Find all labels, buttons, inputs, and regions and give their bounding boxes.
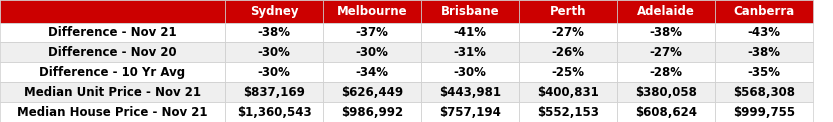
Text: -38%: -38% bbox=[257, 26, 291, 39]
Bar bbox=[715, 23, 813, 42]
Text: -26%: -26% bbox=[551, 46, 585, 59]
Bar bbox=[715, 42, 813, 62]
Text: -41%: -41% bbox=[453, 26, 486, 39]
Bar bbox=[421, 62, 519, 82]
Text: Difference - 10 Yr Avg: Difference - 10 Yr Avg bbox=[39, 66, 186, 79]
Bar bbox=[519, 23, 617, 42]
Text: Brisbane: Brisbane bbox=[441, 5, 499, 18]
Bar bbox=[421, 102, 519, 122]
Bar bbox=[225, 0, 323, 23]
Bar bbox=[617, 62, 715, 82]
Bar bbox=[617, 102, 715, 122]
Text: $380,058: $380,058 bbox=[635, 86, 697, 99]
Bar bbox=[421, 23, 519, 42]
Bar bbox=[225, 62, 323, 82]
Text: Median House Price - Nov 21: Median House Price - Nov 21 bbox=[17, 106, 207, 119]
Bar bbox=[0, 0, 225, 23]
Bar bbox=[421, 42, 519, 62]
Text: Difference - Nov 21: Difference - Nov 21 bbox=[48, 26, 177, 39]
Bar bbox=[323, 82, 421, 102]
Text: $1,360,543: $1,360,543 bbox=[237, 106, 312, 119]
Text: -38%: -38% bbox=[747, 46, 781, 59]
Bar bbox=[421, 82, 519, 102]
Text: $626,449: $626,449 bbox=[341, 86, 403, 99]
Bar bbox=[519, 42, 617, 62]
Bar bbox=[0, 82, 225, 102]
Bar bbox=[323, 23, 421, 42]
Text: $986,992: $986,992 bbox=[341, 106, 403, 119]
Bar bbox=[519, 62, 617, 82]
Bar bbox=[0, 62, 225, 82]
Text: Sydney: Sydney bbox=[250, 5, 298, 18]
Text: $837,169: $837,169 bbox=[243, 86, 305, 99]
Text: -25%: -25% bbox=[551, 66, 585, 79]
Bar bbox=[715, 62, 813, 82]
Bar bbox=[0, 23, 225, 42]
Text: $999,755: $999,755 bbox=[733, 106, 795, 119]
Text: Median Unit Price - Nov 21: Median Unit Price - Nov 21 bbox=[24, 86, 201, 99]
Text: $757,194: $757,194 bbox=[439, 106, 501, 119]
Bar bbox=[225, 23, 323, 42]
Text: $568,308: $568,308 bbox=[733, 86, 795, 99]
Bar bbox=[225, 82, 323, 102]
Text: -38%: -38% bbox=[650, 26, 682, 39]
Text: Adelaide: Adelaide bbox=[637, 5, 695, 18]
Text: $443,981: $443,981 bbox=[439, 86, 501, 99]
Text: Difference - Nov 20: Difference - Nov 20 bbox=[48, 46, 177, 59]
Bar bbox=[715, 82, 813, 102]
Text: $608,624: $608,624 bbox=[635, 106, 697, 119]
Text: -27%: -27% bbox=[551, 26, 585, 39]
Text: -30%: -30% bbox=[257, 66, 291, 79]
Text: $552,153: $552,153 bbox=[537, 106, 599, 119]
Bar bbox=[715, 0, 813, 23]
Text: Melbourne: Melbourne bbox=[337, 5, 407, 18]
Text: -43%: -43% bbox=[747, 26, 781, 39]
Bar bbox=[323, 0, 421, 23]
Text: -35%: -35% bbox=[747, 66, 781, 79]
Bar bbox=[617, 0, 715, 23]
Bar bbox=[617, 42, 715, 62]
Bar bbox=[519, 82, 617, 102]
Text: $400,831: $400,831 bbox=[537, 86, 599, 99]
Bar bbox=[323, 62, 421, 82]
Text: Canberra: Canberra bbox=[733, 5, 795, 18]
Text: -28%: -28% bbox=[650, 66, 682, 79]
Bar bbox=[421, 0, 519, 23]
Bar bbox=[617, 23, 715, 42]
Bar bbox=[323, 102, 421, 122]
Text: -30%: -30% bbox=[356, 46, 388, 59]
Text: -30%: -30% bbox=[257, 46, 291, 59]
Bar bbox=[225, 102, 323, 122]
Bar bbox=[715, 102, 813, 122]
Text: -30%: -30% bbox=[453, 66, 486, 79]
Text: -31%: -31% bbox=[453, 46, 486, 59]
Bar bbox=[225, 42, 323, 62]
Bar bbox=[519, 102, 617, 122]
Bar bbox=[323, 42, 421, 62]
Bar bbox=[519, 0, 617, 23]
Text: -37%: -37% bbox=[356, 26, 388, 39]
Bar bbox=[617, 82, 715, 102]
Text: Perth: Perth bbox=[550, 5, 586, 18]
Text: -34%: -34% bbox=[356, 66, 388, 79]
Text: -27%: -27% bbox=[650, 46, 682, 59]
Bar bbox=[0, 42, 225, 62]
Bar bbox=[0, 102, 225, 122]
